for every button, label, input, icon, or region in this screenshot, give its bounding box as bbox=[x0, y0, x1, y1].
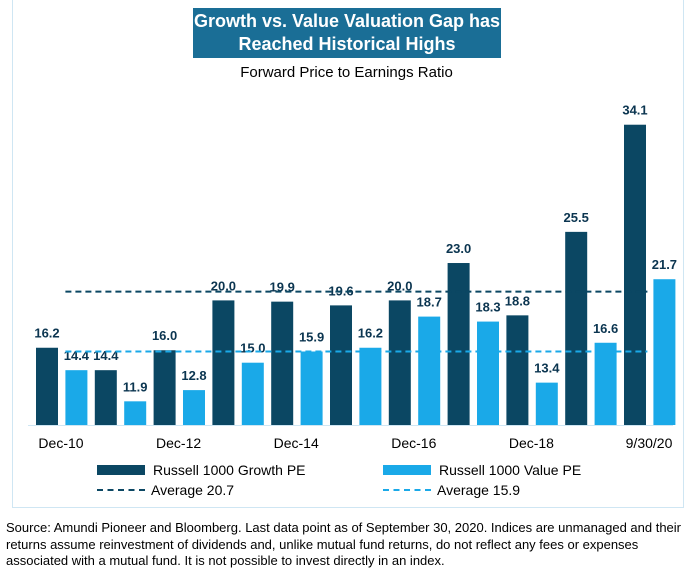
data-label: 16.0 bbox=[152, 328, 177, 343]
legend-growth: Russell 1000 Growth PE bbox=[97, 462, 306, 478]
data-label: 18.3 bbox=[475, 300, 500, 315]
bar bbox=[506, 315, 529, 425]
data-label: 25.5 bbox=[564, 210, 589, 225]
bar bbox=[241, 362, 264, 425]
bar bbox=[594, 342, 617, 425]
data-label: 23.0 bbox=[446, 241, 471, 256]
bar-chart: 16.2 14.4 Dec-10 14.4 11.9 16.0 12.8 Dec-12 20.0… bbox=[28, 103, 677, 451]
bar bbox=[653, 279, 676, 425]
x-tick-label: 9/30/20 bbox=[626, 435, 673, 451]
chart-frame bbox=[12, 0, 684, 508]
legend-avg-growth: Average 20.7 bbox=[97, 482, 234, 498]
data-label: 11.9 bbox=[123, 379, 148, 394]
data-label: 20.0 bbox=[211, 278, 236, 293]
x-tick-label: Dec-14 bbox=[274, 435, 319, 451]
legend-dash bbox=[97, 489, 145, 491]
data-label: 15.0 bbox=[240, 341, 265, 356]
data-label: 13.4 bbox=[534, 361, 560, 376]
bar bbox=[330, 305, 352, 425]
bar bbox=[300, 351, 323, 425]
data-label: 18.8 bbox=[505, 293, 530, 308]
legend-label: Russell 1000 Growth PE bbox=[153, 462, 306, 478]
data-label: 15.9 bbox=[299, 329, 324, 344]
bar bbox=[535, 382, 558, 425]
legend-value: Russell 1000 Value PE bbox=[383, 462, 581, 478]
data-label: 20.0 bbox=[387, 278, 412, 293]
bar bbox=[183, 390, 205, 425]
data-label: 16.2 bbox=[358, 326, 383, 341]
bar bbox=[447, 263, 470, 425]
data-label: 34.1 bbox=[622, 103, 647, 118]
data-label: 16.6 bbox=[593, 321, 618, 336]
bar bbox=[36, 347, 58, 425]
bar bbox=[418, 316, 441, 425]
source-footnote: Source: Amundi Pioneer and Bloomberg. La… bbox=[6, 520, 681, 568]
bar bbox=[477, 321, 499, 425]
data-label: 18.7 bbox=[417, 295, 442, 310]
legend-swatch bbox=[383, 465, 431, 475]
bar bbox=[124, 401, 147, 425]
legend-swatch bbox=[97, 465, 145, 475]
legend-dash bbox=[383, 489, 431, 491]
x-tick-label: Dec-16 bbox=[391, 435, 436, 451]
data-label: 21.7 bbox=[652, 257, 677, 272]
data-label: 12.8 bbox=[181, 368, 206, 383]
bar bbox=[388, 300, 411, 425]
bar bbox=[624, 124, 646, 426]
bar bbox=[565, 231, 588, 425]
legend-label: Average 15.9 bbox=[437, 482, 521, 498]
x-tick-label: Dec-12 bbox=[156, 435, 201, 451]
bar bbox=[359, 347, 382, 425]
bar bbox=[212, 300, 235, 425]
x-tick-label: Dec-10 bbox=[38, 435, 83, 451]
legend-label: Russell 1000 Value PE bbox=[439, 462, 582, 478]
bar bbox=[94, 370, 117, 425]
legend-label: Average 20.7 bbox=[151, 482, 235, 498]
x-tick-label: Dec-18 bbox=[509, 435, 554, 451]
chart-subtitle: Forward Price to Earnings Ratio bbox=[240, 64, 453, 81]
bar bbox=[65, 370, 88, 425]
chart-title: Growth vs. Value Valuation Gap has Reach… bbox=[193, 8, 501, 58]
data-label: 14.4 bbox=[64, 348, 90, 363]
data-label: 14.4 bbox=[93, 348, 119, 363]
bar bbox=[271, 301, 294, 425]
data-label: 16.2 bbox=[34, 326, 59, 341]
bar bbox=[153, 350, 176, 425]
legend-avg-value: Average 15.9 bbox=[383, 482, 520, 498]
